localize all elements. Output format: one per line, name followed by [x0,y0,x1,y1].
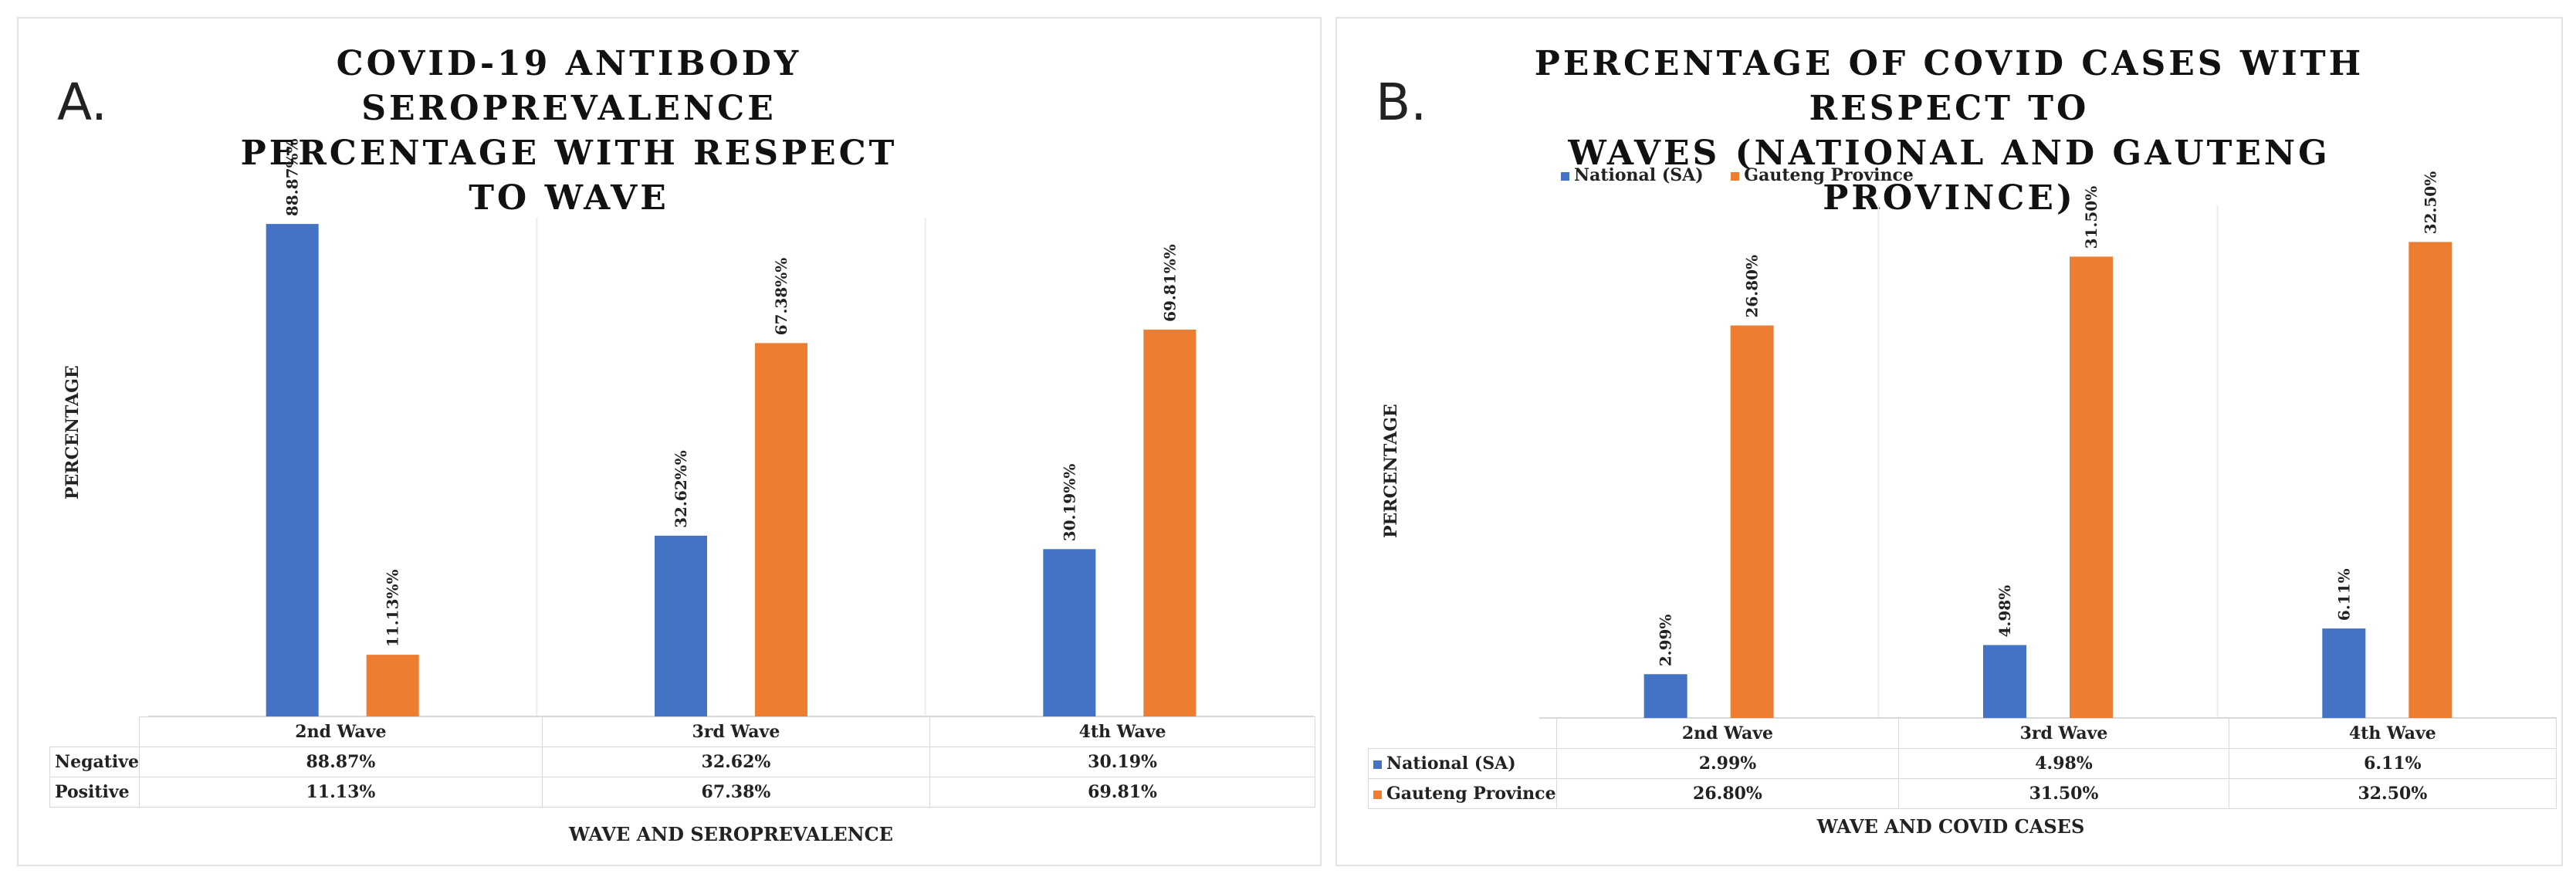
bar-series1 [1643,674,1687,718]
bar-series2 [1730,325,1774,718]
bar-data-label: 26.80% [1743,255,1762,318]
table-cell: 31.50% [1898,778,2229,809]
chart-title-b-line2: WAVES (NATIONAL AND GAUTENG PROVINCE) [1568,134,2331,218]
chart-title-a-line2: PERCENTAGE WITH RESPECT TO WAVE [240,134,898,218]
bar-data-label: 88.87%% [283,138,302,216]
row-label: National (SA) [1386,753,1516,774]
data-table-a: 2nd Wave 3rd Wave 4th Wave Negative 88.8… [49,716,1315,808]
table-cell: 32.62% [541,747,931,777]
table-cell: 11.13% [139,777,543,808]
table-col-header: 4th Wave [929,716,1315,747]
table-row-header: Negative [49,747,140,777]
legend-swatch-orange [1373,790,1382,799]
table-header-row: 2nd Wave 3rd Wave 4th Wave [49,716,1315,747]
bar-data-label: 67.38%% [772,258,790,336]
bar-series1 [2322,628,2366,718]
table-cell: 67.38% [541,777,931,808]
row-label: Gauteng Province [1386,784,1556,804]
legend-label: National (SA) [1574,165,1704,185]
table-col-header: 3rd Wave [541,716,931,747]
table-row: Gauteng Province 26.80% 31.50% 32.50% [1368,778,2557,809]
bar-data-label: 6.11% [2334,568,2353,621]
data-table-b: 2nd Wave 3rd Wave 4th Wave National (SA)… [1368,718,2557,809]
chart-title-b: PERCENTAGE OF COVID CASES WITH RESPECT T… [1461,42,2438,221]
table-row-header: Gauteng Province [1368,778,1557,809]
table-cell: 69.81% [929,777,1315,808]
bar-data-label: 30.19%% [1060,464,1078,542]
x-axis-label-a: WAVE AND SEROPREVALENCE [569,823,893,845]
legend-swatch-blue [1561,171,1569,181]
legend-swatch-blue [1373,760,1382,769]
bar-series2 [755,343,807,716]
table-row: Positive 11.13% 67.38% 69.81% [49,777,1315,808]
table-row: National (SA) 2.99% 4.98% 6.11% [1368,748,2557,779]
bar-series1 [266,224,319,716]
bar-data-label: 4.98% [1995,585,2014,638]
legend-item-national: National (SA) [1561,165,1704,185]
chart-title-a: COVID-19 ANTIBODY SEROPREVALENCE PERCENT… [219,42,919,221]
table-header-row: 2nd Wave 3rd Wave 4th Wave [1368,718,2557,749]
bar-data-label: 31.50% [2082,186,2100,249]
table-row-header: National (SA) [1368,748,1557,779]
table-row: Negative 88.87% 32.62% 30.19% [49,747,1315,777]
table-cell: 30.19% [929,747,1315,777]
bar-data-label: 2.99% [1657,615,1675,667]
chart-panel-a: A. COVID-19 ANTIBODY SEROPREVALENCE PERC… [17,17,1322,866]
bar-data-label: 69.81%% [1160,244,1179,322]
table-cell: 6.11% [2228,748,2557,779]
table-corner-cell [49,716,140,747]
panel-letter-b: B. [1376,73,1427,132]
bar-series1 [655,535,707,716]
chart-panel-b: B. PERCENTAGE OF COVID CASES WITH RESPEC… [1335,17,2563,866]
bar-series2 [366,655,419,716]
table-col-header: 4th Wave [2228,718,2557,749]
bar-data-label: 32.62%% [672,450,690,528]
legend-label: Gauteng Province [1744,165,1914,185]
chart-title-a-line1: COVID-19 ANTIBODY SEROPREVALENCE [336,44,802,128]
legend-item-gauteng: Gauteng Province [1731,165,1914,185]
bar-data-label: 11.13%% [384,569,402,647]
bar-series1 [1983,645,2026,718]
chart-plot-b: 2.99% 26.80% 4.98% 31.50% 6.11% 32.50% [1539,171,2557,719]
table-col-header: 2nd Wave [139,716,543,747]
table-cell: 88.87% [139,747,543,777]
table-cell: 32.50% [2228,778,2557,809]
bar-series2 [1143,329,1197,716]
table-row-header: Positive [49,777,140,808]
chart-title-b-line1: PERCENTAGE OF COVID CASES WITH RESPECT T… [1534,44,2364,128]
table-col-header: 2nd Wave [1555,718,1900,749]
table-col-header: 3rd Wave [1898,718,2229,749]
bar-series2 [2070,256,2113,718]
bar-data-label: 32.50% [2421,171,2439,235]
legend-b: National (SA) Gauteng Province [1561,165,1935,185]
bar-series1 [1043,549,1096,716]
table-cell: 26.80% [1555,778,1900,809]
table-cell: 2.99% [1555,748,1900,779]
chart-plot-a: 88.87%% 11.13%% 32.62%% 67.38%% 30.19%% 69.81… [148,138,1314,717]
x-axis-label-b: WAVE AND COVID CASES [1816,815,2085,838]
table-corner-cell [1368,718,1557,749]
bar-series2 [2408,242,2452,718]
panel-letter-a: A. [57,73,107,132]
table-cell: 4.98% [1898,748,2229,779]
legend-swatch-orange [1731,171,1740,181]
